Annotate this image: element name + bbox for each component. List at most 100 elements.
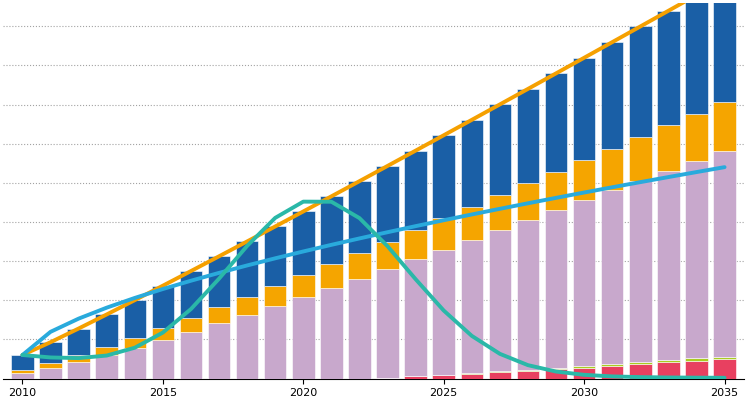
Bar [629, 363, 651, 364]
Bar [320, 264, 343, 288]
Bar [40, 368, 62, 379]
Bar [404, 259, 427, 376]
Bar [489, 230, 511, 371]
Bar [67, 362, 90, 379]
Bar [685, 358, 707, 360]
Bar [573, 58, 595, 160]
Bar [123, 348, 146, 379]
Bar [152, 328, 174, 340]
Bar [685, 360, 707, 379]
Bar [433, 249, 455, 375]
Bar [713, 359, 736, 379]
Bar [96, 314, 118, 347]
Bar [404, 230, 427, 259]
Bar [123, 300, 146, 338]
Bar [545, 73, 567, 172]
Bar [545, 369, 567, 379]
Bar [123, 338, 146, 348]
Bar [461, 373, 483, 374]
Bar [461, 207, 483, 240]
Bar [685, 161, 707, 358]
Bar [545, 172, 567, 210]
Bar [713, 151, 736, 356]
Bar [601, 364, 624, 366]
Bar [461, 120, 483, 207]
Bar [348, 181, 371, 253]
Bar [40, 342, 62, 363]
Bar [320, 196, 343, 264]
Bar [40, 363, 62, 368]
Bar [573, 366, 595, 368]
Bar [461, 374, 483, 379]
Bar [545, 368, 567, 369]
Bar [433, 135, 455, 219]
Bar [685, 114, 707, 161]
Bar [517, 220, 539, 370]
Bar [517, 89, 539, 184]
Bar [11, 373, 34, 379]
Bar [545, 210, 567, 368]
Bar [292, 211, 314, 275]
Bar [517, 371, 539, 379]
Bar [657, 171, 680, 360]
Bar [320, 288, 343, 379]
Bar [657, 363, 680, 379]
Bar [433, 375, 455, 379]
Bar [489, 372, 511, 379]
Bar [11, 355, 34, 370]
Bar [376, 378, 399, 379]
Bar [601, 366, 624, 379]
Bar [96, 355, 118, 379]
Bar [489, 104, 511, 195]
Bar [713, 356, 736, 359]
Bar [629, 26, 651, 137]
Bar [573, 200, 595, 366]
Bar [713, 102, 736, 151]
Bar [264, 227, 286, 286]
Bar [573, 160, 595, 200]
Bar [404, 377, 427, 379]
Bar [713, 0, 736, 102]
Bar [67, 355, 90, 362]
Bar [601, 149, 624, 190]
Bar [180, 271, 202, 318]
Bar [180, 318, 202, 332]
Bar [348, 279, 371, 379]
Bar [629, 364, 651, 379]
Bar [292, 275, 314, 297]
Bar [264, 286, 286, 306]
Bar [685, 0, 707, 114]
Bar [433, 219, 455, 249]
Bar [601, 42, 624, 149]
Bar [376, 269, 399, 377]
Bar [208, 256, 230, 308]
Bar [601, 190, 624, 364]
Bar [376, 166, 399, 241]
Bar [489, 195, 511, 230]
Bar [404, 151, 427, 230]
Bar [461, 240, 483, 373]
Bar [348, 253, 371, 279]
Bar [67, 328, 90, 355]
Bar [236, 241, 258, 297]
Bar [208, 323, 230, 379]
Bar [657, 11, 680, 126]
Bar [292, 297, 314, 379]
Bar [376, 241, 399, 269]
Bar [657, 360, 680, 363]
Bar [180, 332, 202, 379]
Bar [264, 306, 286, 379]
Bar [573, 368, 595, 379]
Bar [236, 314, 258, 379]
Bar [11, 370, 34, 373]
Bar [208, 308, 230, 323]
Bar [517, 370, 539, 371]
Bar [629, 137, 651, 180]
Bar [489, 371, 511, 372]
Bar [236, 297, 258, 314]
Bar [629, 180, 651, 363]
Bar [152, 340, 174, 379]
Bar [152, 286, 174, 328]
Bar [96, 347, 118, 355]
Bar [517, 184, 539, 220]
